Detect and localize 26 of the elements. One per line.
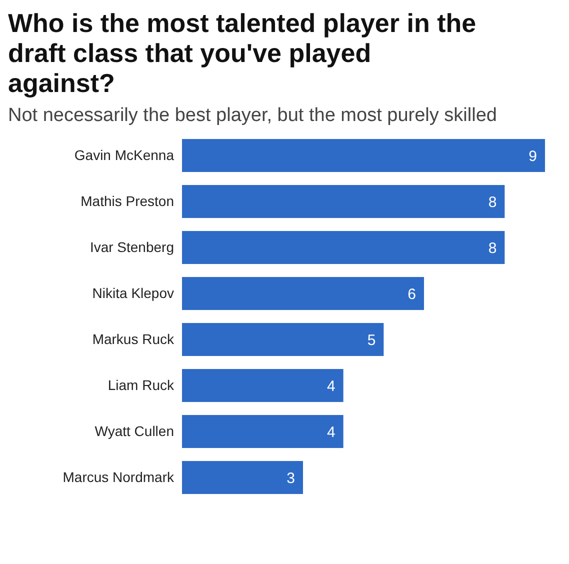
chart-title: Who is the most talented player in the draft class that you've played against? <box>8 8 478 98</box>
data-label: 3 <box>286 470 295 487</box>
y-tick-label: Markus Ruck <box>92 330 175 347</box>
chart-subtitle: Not necessarily the best player, but the most purely skilled <box>8 104 498 128</box>
y-tick-label: Wyatt Cullen <box>94 422 174 439</box>
data-label: 6 <box>408 286 416 303</box>
y-tick-label: Ivar Stenberg <box>90 238 174 255</box>
data-label: 5 <box>367 332 376 349</box>
data-label: 8 <box>488 240 497 257</box>
data-label: 9 <box>528 148 537 165</box>
y-tick-label: Liam Ruck <box>108 376 175 393</box>
y-tick-label: Nikita Klepov <box>92 284 174 301</box>
bar <box>182 139 545 172</box>
y-tick-label: Mathis Preston <box>80 192 174 209</box>
bar <box>182 277 424 310</box>
bar <box>182 369 344 402</box>
y-tick-label: Gavin McKenna <box>74 146 174 163</box>
data-label: 8 <box>488 194 497 211</box>
data-label: 4 <box>326 424 336 441</box>
bar <box>182 323 384 356</box>
data-label: 4 <box>326 378 336 395</box>
y-tick-label: Marcus Nordmark <box>62 468 175 485</box>
bar <box>182 231 505 264</box>
bar <box>182 185 505 218</box>
bar <box>182 415 344 448</box>
bar <box>182 461 303 494</box>
